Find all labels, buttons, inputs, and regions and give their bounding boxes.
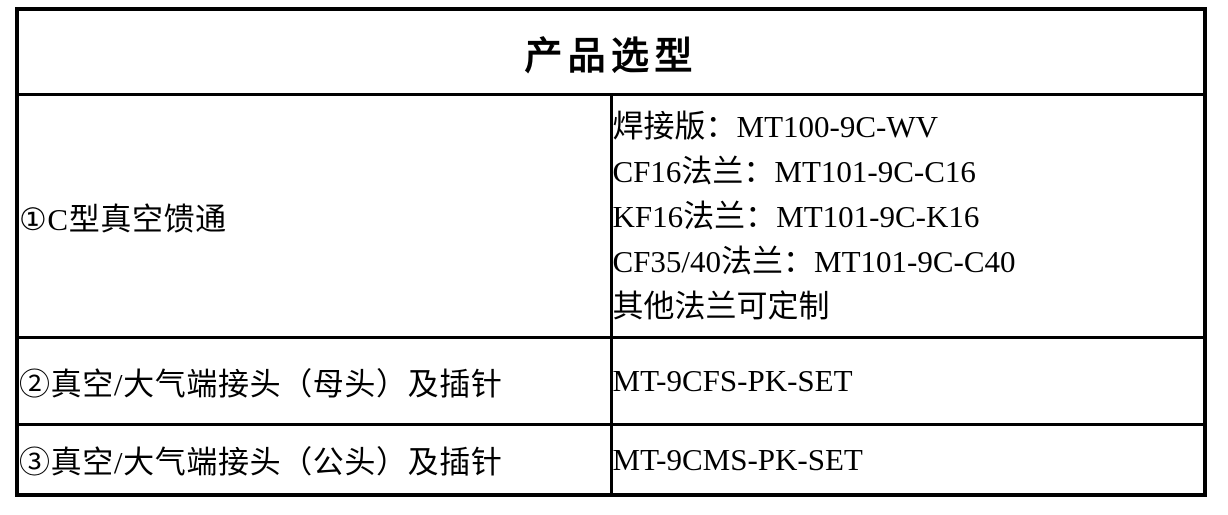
product-name-cell: ①C型真空馈通 (15, 93, 613, 339)
product-name-cell: ②真空/大气端接头（母头）及插针 (15, 336, 613, 426)
model-line: KF16法兰：MT101-9C-K16 (612, 198, 980, 234)
table-row: ③真空/大气端接头（公头）及插针 MT-9CMS-PK-SET (15, 423, 1207, 497)
table-row: ②真空/大气端接头（母头）及插针 MT-9CFS-PK-SET (15, 336, 1207, 426)
model-line: MT-9CFS-PK-SET (612, 363, 853, 398)
table-title-row: 产品选型 (15, 7, 1207, 96)
model-list-cell: 焊接版：MT100-9C-WV CF16法兰：MT101-9C-C16 KF16… (609, 93, 1207, 339)
model-list-cell: MT-9CMS-PK-SET (609, 423, 1207, 497)
model-line: 其他法兰可定制 (612, 288, 830, 324)
model-list-cell: MT-9CFS-PK-SET (609, 336, 1207, 426)
product-selection-table: 产品选型 ①C型真空馈通 焊接版：MT100-9C-WV CF16法兰：MT10… (15, 7, 1207, 497)
product-name-cell: ③真空/大气端接头（公头）及插针 (15, 423, 613, 497)
model-line: 焊接版：MT100-9C-WV (612, 108, 938, 144)
table-title: 产品选型 (15, 7, 1207, 96)
table-row: ①C型真空馈通 焊接版：MT100-9C-WV CF16法兰：MT101-9C-… (15, 93, 1207, 339)
model-line: CF35/40法兰：MT101-9C-C40 (612, 243, 1016, 279)
model-line: MT-9CMS-PK-SET (612, 441, 863, 477)
model-line: CF16法兰：MT101-9C-C16 (612, 153, 976, 189)
